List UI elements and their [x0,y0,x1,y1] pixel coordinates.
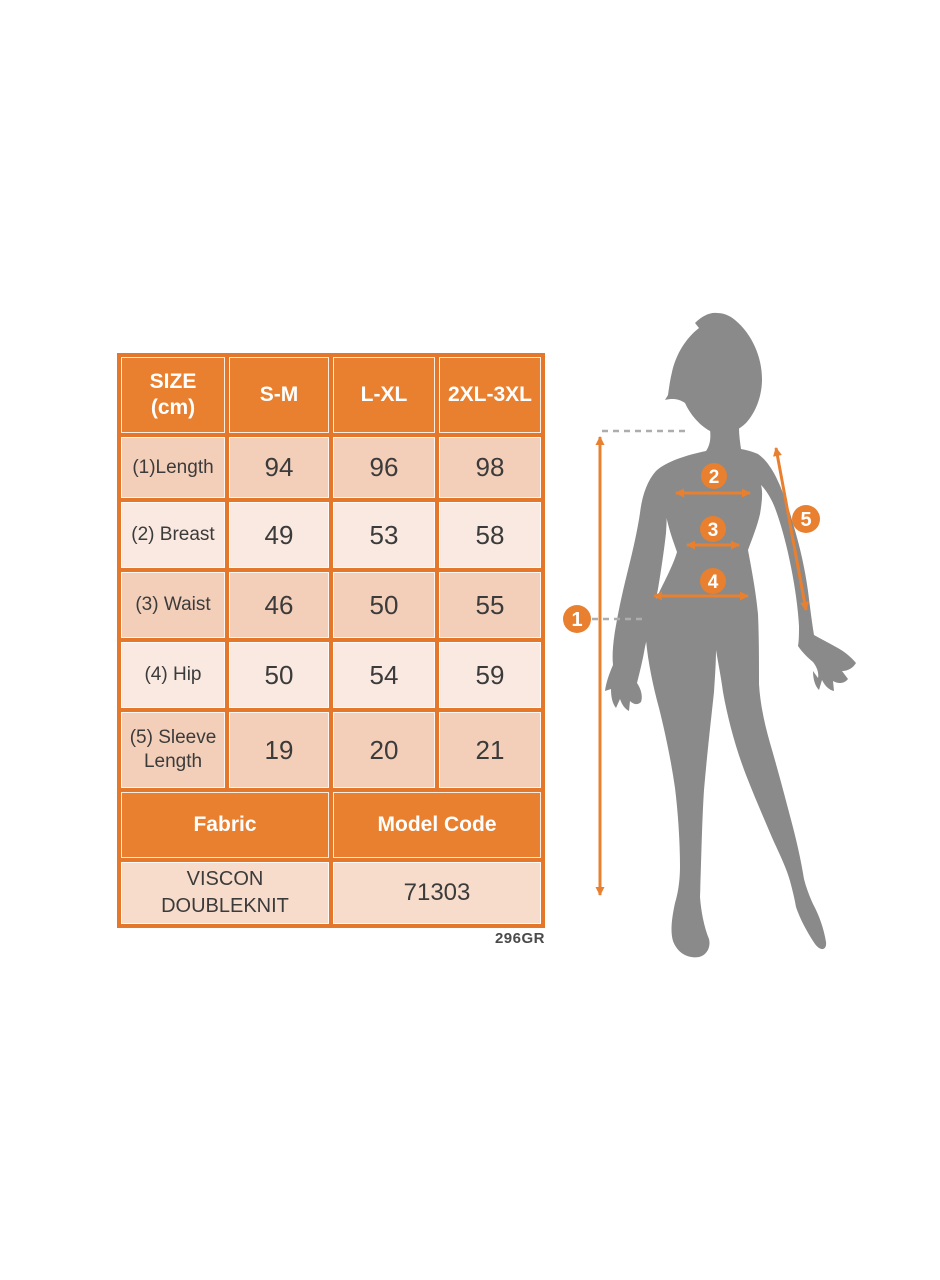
value-cell: 19 [229,712,329,788]
female-silhouette [605,312,856,958]
marker-3-number: 3 [708,520,719,541]
marker-1-number: 1 [571,609,582,631]
column-header-lxl: L-XL [333,357,435,433]
value-cell: 50 [229,642,329,708]
size-header-line1: SIZE [149,369,197,393]
marker-2-number: 2 [709,467,720,488]
model-code-header-cell: Model Code [333,792,541,858]
size-header-cell: SIZE (cm) [121,357,225,433]
value-cell: 54 [333,642,435,708]
value-cell: 49 [229,502,329,568]
row-label-waist: (3) Waist [121,572,225,638]
fabric-value-cell: VISCON DOUBLEKNIT [121,862,329,924]
fabric-value-line2: DOUBLEKNIT [161,895,289,917]
sleeve-arrow [773,447,809,611]
size-header-line2: (cm) [150,396,196,419]
measurement-figure-svg: 1 2 3 4 5 [563,312,856,958]
fabric-header-cell: Fabric [121,792,329,858]
value-cell: 53 [333,502,435,568]
value-cell: 59 [439,642,541,708]
silhouette-body [605,428,856,958]
value-cell: 21 [439,712,541,788]
fabric-value-line1: VISCON [186,868,264,890]
marker-5-number: 5 [800,509,811,531]
value-cell: 50 [333,572,435,638]
value-cell: 98 [439,437,541,498]
model-code-value-cell: 71303 [333,862,541,924]
value-cell: 55 [439,572,541,638]
marker-3-badge [700,516,726,542]
column-header-sm: S-M [229,357,329,433]
row-label-sleeve-length: (5) Sleeve Length [121,712,225,788]
row-label-length: (1)Length [121,437,225,498]
measurement-figure: 1 2 3 4 5 [560,300,940,980]
silhouette-head [665,312,762,434]
value-cell: 46 [229,572,329,638]
value-cell: 20 [333,712,435,788]
marker-4-badge [700,568,726,594]
measure-badges: 1 2 3 4 5 [563,463,820,633]
column-header-2xl3xl: 2XL-3XL [439,357,541,433]
size-chart-grid: SIZE (cm) S-M L-XL 2XL-3XL (1)Length 94 … [121,357,541,924]
value-cell: 94 [229,437,329,498]
marker-4-number: 4 [708,572,719,593]
marker-5-badge [792,505,820,533]
value-cell: 96 [333,437,435,498]
row-label-hip: (4) Hip [121,642,225,708]
row-label-breast: (2) Breast [121,502,225,568]
value-cell: 58 [439,502,541,568]
marker-1-badge [563,605,591,633]
weight-note: 296GR [494,930,545,947]
size-chart-table: SIZE (cm) S-M L-XL 2XL-3XL (1)Length 94 … [117,353,545,928]
marker-2-badge [701,463,727,489]
